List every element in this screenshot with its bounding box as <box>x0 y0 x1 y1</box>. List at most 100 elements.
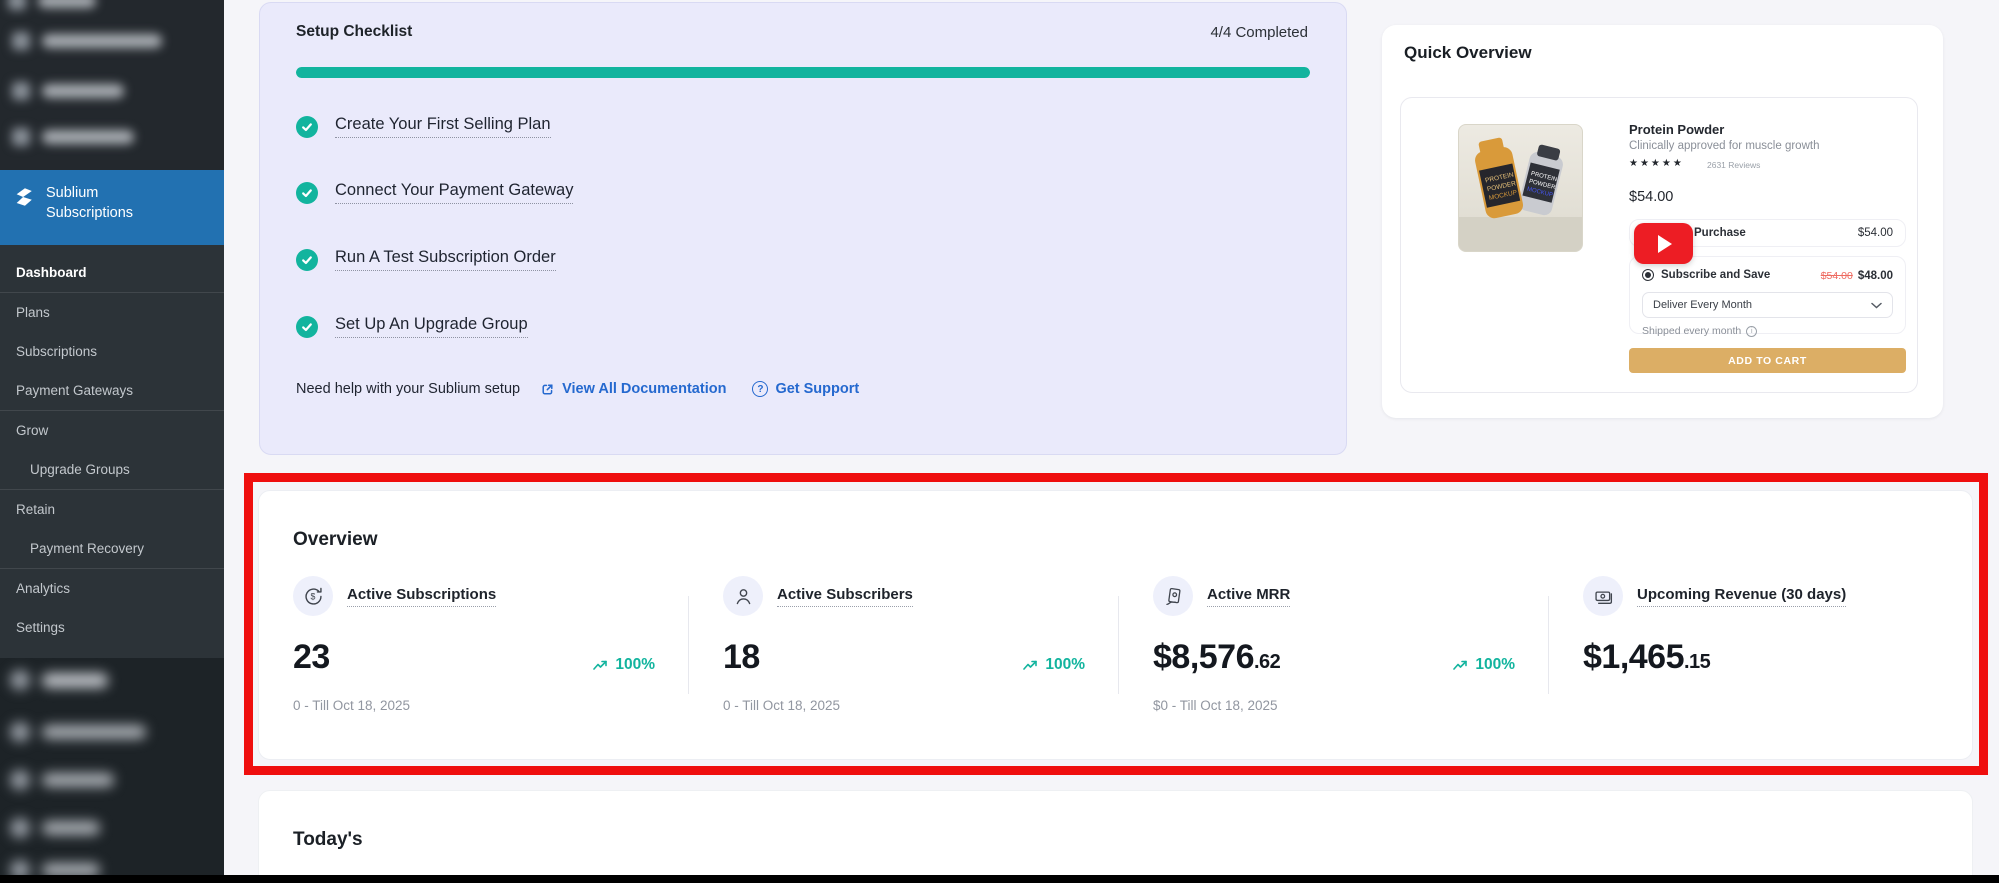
quick-overview-title: Quick Overview <box>1404 43 1532 62</box>
metric-divider <box>688 596 689 694</box>
svg-text:$: $ <box>310 591 315 601</box>
check-circle-icon <box>296 115 318 138</box>
checklist-item-label: Connect Your Payment Gateway <box>335 181 574 204</box>
sidebar-divider <box>0 292 224 293</box>
redacted-menu-item[interactable] <box>10 722 146 742</box>
product-preview-card: PROTEIN POWDER MOCKUP PROTEIN POWDER MOC… <box>1400 97 1918 393</box>
redacted-icon <box>12 128 30 146</box>
metric-label[interactable]: Upcoming Revenue (30 days) <box>1637 586 1847 607</box>
redacted-icon <box>12 82 30 100</box>
metric-subtext: $0 - Till Oct 18, 2025 <box>1153 698 1278 713</box>
add-to-cart-button[interactable]: ADD TO CART <box>1629 348 1906 373</box>
sublium-logo-icon <box>16 188 32 206</box>
youtube-play-button[interactable] <box>1634 223 1693 264</box>
money-hand-icon <box>1153 576 1193 616</box>
sidebar-item-plans[interactable]: Plans <box>16 305 50 320</box>
redacted-icon <box>12 32 30 50</box>
redacted-menu-item[interactable] <box>8 0 96 10</box>
metrics-row: $ Active Subscriptions 23 100% 0 - Till … <box>293 576 1999 726</box>
metric-upcoming-revenue: Upcoming Revenue (30 days) $1,465.15 <box>1583 576 1999 726</box>
metric-label[interactable]: Active Subscriptions <box>347 586 497 607</box>
subscribe-option-label: Subscribe and Save <box>1661 269 1771 281</box>
metric-trend-badge: 100% <box>593 656 655 674</box>
redacted-menu-item[interactable] <box>12 128 134 146</box>
checklist-progress-fill <box>296 67 1310 78</box>
redacted-menu-item[interactable] <box>12 82 124 100</box>
redacted-menu-item[interactable] <box>10 818 100 838</box>
checklist-footer: Need help with your Sublium setup View A… <box>296 381 873 397</box>
metric-trend-badge: 100% <box>1023 656 1085 674</box>
view-documentation-link[interactable]: View All Documentation <box>540 381 726 397</box>
get-support-link[interactable]: ? Get Support <box>752 381 859 397</box>
redacted-menu-item[interactable] <box>12 32 162 50</box>
metric-value: 23 <box>293 638 330 676</box>
checklist-item-selling-plan[interactable]: Create Your First Selling Plan <box>296 115 551 138</box>
metric-active-subscriptions: $ Active Subscriptions 23 100% 0 - Till … <box>293 576 723 726</box>
setup-checklist-title: Setup Checklist <box>296 23 413 40</box>
delivery-frequency-select[interactable]: Deliver Every Month <box>1642 292 1893 318</box>
sidebar-item-payment-gateways[interactable]: Payment Gateways <box>16 383 134 398</box>
trend-up-icon <box>1023 660 1038 670</box>
sale-price: $48.00 <box>1857 270 1893 282</box>
redacted-menu-item[interactable] <box>10 670 108 690</box>
screenshot-bottom-edge <box>0 875 1999 883</box>
metric-subtext: 0 - Till Oct 18, 2025 <box>293 698 411 713</box>
review-count: 2631 Reviews <box>1707 160 1761 170</box>
metric-label[interactable]: Active MRR <box>1207 586 1291 607</box>
checklist-item-label: Create Your First Selling Plan <box>335 115 551 138</box>
redacted-icon <box>10 818 30 838</box>
sidebar-plugin-submenu: Dashboard Plans Subscriptions Payment Ga… <box>0 245 224 662</box>
purchase-option-label: Purchase <box>1694 227 1746 239</box>
todays-card: Today's <box>258 790 1973 883</box>
redacted-icon <box>10 770 30 790</box>
sidebar-item-sublium-subscriptions[interactable]: Sublium Subscriptions <box>0 170 224 245</box>
redacted-icon <box>8 0 26 10</box>
admin-sidebar: Sublium Subscriptions Dashboard Plans Su… <box>0 0 224 883</box>
banknote-icon <box>1583 576 1623 616</box>
purchase-option-price: $54.00 <box>1857 227 1893 239</box>
trend-up-icon <box>593 660 608 670</box>
chevron-down-icon <box>1871 302 1882 309</box>
metric-divider <box>1548 596 1549 694</box>
sidebar-item-payment-recovery[interactable]: Payment Recovery <box>30 541 145 556</box>
metric-value: 18 <box>723 638 760 676</box>
subscribe-option: Subscribe and Save $54.00 $48.00 Deliver … <box>1629 256 1906 337</box>
metric-active-mrr: Active MRR $8,576.62 100% $0 - Till Oct … <box>1153 576 1583 726</box>
radio-selected-icon[interactable] <box>1642 269 1654 281</box>
overview-title: Overview <box>293 529 378 550</box>
metric-label[interactable]: Active Subscribers <box>777 586 913 607</box>
sidebar-item-upgrade-groups[interactable]: Upgrade Groups <box>30 462 130 477</box>
help-text: Need help with your Sublium setup <box>296 381 521 397</box>
checklist-item-label: Run A Test Subscription Order <box>335 248 556 271</box>
overview-card: Overview $ Active Subscriptions 23 100% … <box>258 490 1973 760</box>
redacted-menu-item[interactable] <box>10 770 114 790</box>
checklist-item-payment-gateway[interactable]: Connect Your Payment Gateway <box>296 181 574 204</box>
sidebar-item-retain[interactable]: Retain <box>16 502 56 517</box>
setup-checklist-card: Setup Checklist 4/4 Completed Create You… <box>259 2 1347 455</box>
sidebar-item-grow[interactable]: Grow <box>16 423 49 438</box>
sidebar-item-dashboard[interactable]: Dashboard <box>16 265 87 280</box>
info-icon: i <box>1746 325 1758 337</box>
plugin-title: Sublium Subscriptions <box>46 185 134 221</box>
sidebar-item-analytics[interactable]: Analytics <box>16 581 71 596</box>
redacted-icon <box>10 670 30 690</box>
check-circle-icon <box>296 248 318 271</box>
sidebar-divider <box>0 410 224 411</box>
user-icon <box>723 576 763 616</box>
checklist-item-upgrade-group[interactable]: Set Up An Upgrade Group <box>296 315 528 338</box>
product-name: Protein Powder <box>1629 122 1725 137</box>
metric-divider <box>1118 596 1119 694</box>
quick-overview-card: Quick Overview PROTEIN POWDER MOCKUP <box>1382 25 1943 418</box>
todays-title: Today's <box>293 829 363 850</box>
metric-trend-badge: 100% <box>1453 656 1515 674</box>
checklist-item-test-order[interactable]: Run A Test Subscription Order <box>296 248 556 271</box>
metric-value: $1,465.15 <box>1583 638 1711 676</box>
subscription-refresh-icon: $ <box>293 576 333 616</box>
shipping-note: Shipped every month i <box>1642 325 1893 337</box>
sidebar-item-settings[interactable]: Settings <box>16 620 65 635</box>
star-rating-icons: ★★★★★ <box>1629 158 1684 169</box>
sidebar-item-subscriptions[interactable]: Subscriptions <box>16 344 98 359</box>
check-circle-icon <box>296 315 318 338</box>
one-time-purchase-option[interactable]: Purchase $54.00 <box>1629 219 1906 247</box>
